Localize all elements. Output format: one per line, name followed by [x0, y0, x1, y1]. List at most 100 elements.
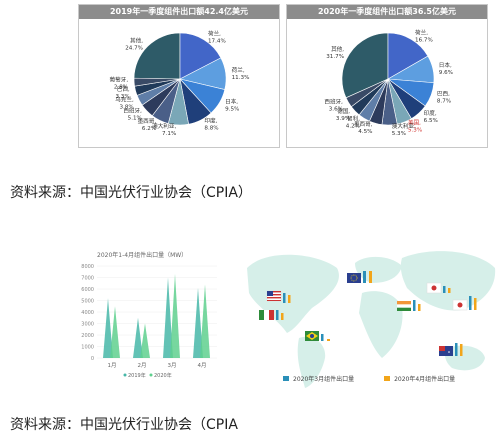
bar-brazil-march [321, 334, 324, 341]
bar-japan-april [474, 298, 477, 310]
area-xtick-3: 4月 [198, 362, 207, 369]
pie0-value-8: 3.8% [120, 104, 134, 110]
europe-shape [355, 256, 402, 283]
pie0-value-6: 6.2% [142, 126, 156, 132]
pie1-value-2: 9.6% [439, 70, 453, 76]
area-ytick-2: 2000 [81, 333, 94, 339]
legend-april-label: 2020年4月组件出口量 [394, 376, 456, 383]
bar-eu-april [369, 271, 372, 283]
pie1-label-4: 印度, [424, 109, 437, 117]
area-xtick-2: 3月 [168, 362, 177, 369]
legend-april: 2020年4月组件出口量 [384, 374, 455, 383]
pie0-label-6: 墨西哥, [138, 118, 157, 125]
pie1-slice-0 [341, 32, 389, 99]
pie0-label-5: 澳大利亚, [152, 122, 176, 130]
bar-australia-march [455, 343, 458, 356]
flag-australia [439, 346, 453, 356]
pie1-value-4: 6.5% [424, 118, 438, 124]
bar-japan-march [469, 296, 472, 310]
pie0-slice-10 [133, 77, 181, 87]
pie1-value-8: 4.2% [346, 124, 360, 130]
area-chart-title: 2020年1-4月组件出口量（MW） [97, 252, 188, 259]
pie-panel-2020: 2020年一季度组件出口额36.5亿美元 其他, 31.7% 荷兰, 16.7% 日本,… [286, 4, 488, 148]
area-legend-dot-0 [123, 373, 127, 377]
area-spike-0-0 [103, 298, 113, 358]
pie-title-2020: 2020年一季度组件出口额36.5亿美元 [287, 5, 487, 19]
area-ytick-5: 5000 [81, 299, 94, 305]
area-xtick-0: 1月 [108, 362, 117, 369]
area-spike-1-3 [200, 284, 210, 358]
export-figure: 2020年1-4月组件出口量（MW） 0 1000 2000 3000 4000 5000… [67, 238, 503, 390]
area-ytick-0: 0 [91, 356, 94, 362]
pie1-value-9: 3.9% [336, 116, 350, 122]
bar-usa-april [288, 295, 291, 303]
area-ytick-1: 1000 [81, 345, 94, 351]
pie1-label-1: 荷兰, [415, 29, 428, 37]
pie0-value-1: 17.4% [208, 38, 226, 44]
pie-chart-2020: 其他,31.7% 荷兰,16.7% 日本,9.6% 巴西,8.7%印度,6.5%美国,… [324, 29, 453, 137]
pie0-label-10: 葡萄牙, [110, 75, 129, 83]
pie0-slice-1 [179, 32, 222, 80]
asia-shape [400, 251, 496, 311]
africa-shape [359, 291, 403, 358]
pie0-value-5: 7.1% [162, 131, 176, 137]
area-legend-dot-1 [149, 373, 153, 377]
bar-india-march [413, 300, 416, 311]
pie1-label-10: 西班牙, [324, 97, 343, 105]
pie1-label-0: 其他, [331, 45, 344, 53]
bar-mexico-april [281, 313, 284, 320]
flag-usa [266, 290, 282, 302]
area-legend-0: 2019年 [128, 372, 146, 379]
area-ytick-8: 8000 [81, 264, 94, 270]
bar-mexico-march [276, 310, 279, 320]
pie1-value-3: 8.7% [437, 98, 451, 104]
pie0-value-3: 9.5% [225, 106, 239, 112]
pie0-value-0: 24.7% [125, 45, 143, 51]
pie1-value-10: 3.6% [329, 106, 343, 112]
pie0-label-3: 日本, [225, 97, 238, 105]
map-legend: 2020年3月组件出口量 2020年4月组件出口量 [283, 374, 455, 383]
bar-usa-march [283, 293, 286, 303]
pie1-value-7: 4.5% [358, 129, 372, 135]
bar-eu-march [363, 271, 366, 283]
pie1-value-6: 5.3% [392, 131, 406, 137]
pie-title-2019: 2019年一季度组件出口额42.4亿美元 [79, 5, 279, 19]
pie1-label-2: 日本, [439, 61, 452, 69]
pie1-value-1: 16.7% [415, 38, 433, 44]
australia-shape [444, 345, 485, 371]
pie0-label-7: 西班牙, [123, 107, 142, 115]
pie0-value-4: 8.8% [204, 126, 218, 132]
bar-brazil-april [327, 339, 330, 341]
bar-india-april [418, 304, 421, 311]
bar-korea-march [443, 286, 446, 293]
bar-australia-april [460, 344, 463, 356]
area-chart: 0 1000 2000 3000 4000 5000 6000 7000 8000 1月 2月 3月 4… [81, 264, 217, 379]
area-spike-0-2 [163, 277, 173, 358]
pie0-label-0: 其他, [130, 36, 143, 44]
pie0-label-4: 印度, [204, 117, 217, 125]
area-ytick-7: 7000 [81, 276, 94, 282]
pie1-slice-10 [345, 78, 389, 108]
pie0-value-2: 11.3% [232, 75, 250, 81]
area-legend-1: 2020年 [154, 372, 172, 379]
area-spike-0-3 [193, 287, 203, 358]
flag-korea [426, 282, 442, 294]
legend-march: 2020年3月组件出口量 [283, 374, 354, 383]
pie1-label-7: 墨西哥, [354, 121, 373, 128]
pie-chart-2019: 其他,24.7%荷兰,17.4%荷兰,11.3%日本,9.5%印度,8.8%澳大… [110, 29, 250, 137]
pie1-value-0: 31.7% [326, 54, 344, 60]
legend-march-swatch [283, 376, 289, 381]
legend-march-label: 2020年3月组件出口量 [293, 376, 355, 383]
pie1-label-5: 美国, [408, 119, 421, 127]
flag-eu [347, 273, 361, 283]
flag-brazil [305, 331, 319, 341]
area-spike-1-1 [140, 323, 150, 358]
bar-korea-april [448, 288, 451, 293]
north-america-shape [247, 254, 339, 333]
pie1-label-3: 巴西, [437, 90, 450, 97]
pie0-value-10: 2.8% [114, 84, 128, 90]
flag-india [397, 301, 411, 311]
pie1-label-6: 澳大利亚, [392, 122, 416, 130]
pie0-value-9: 3.3% [115, 94, 129, 100]
pie0-slice-0 [133, 32, 181, 80]
